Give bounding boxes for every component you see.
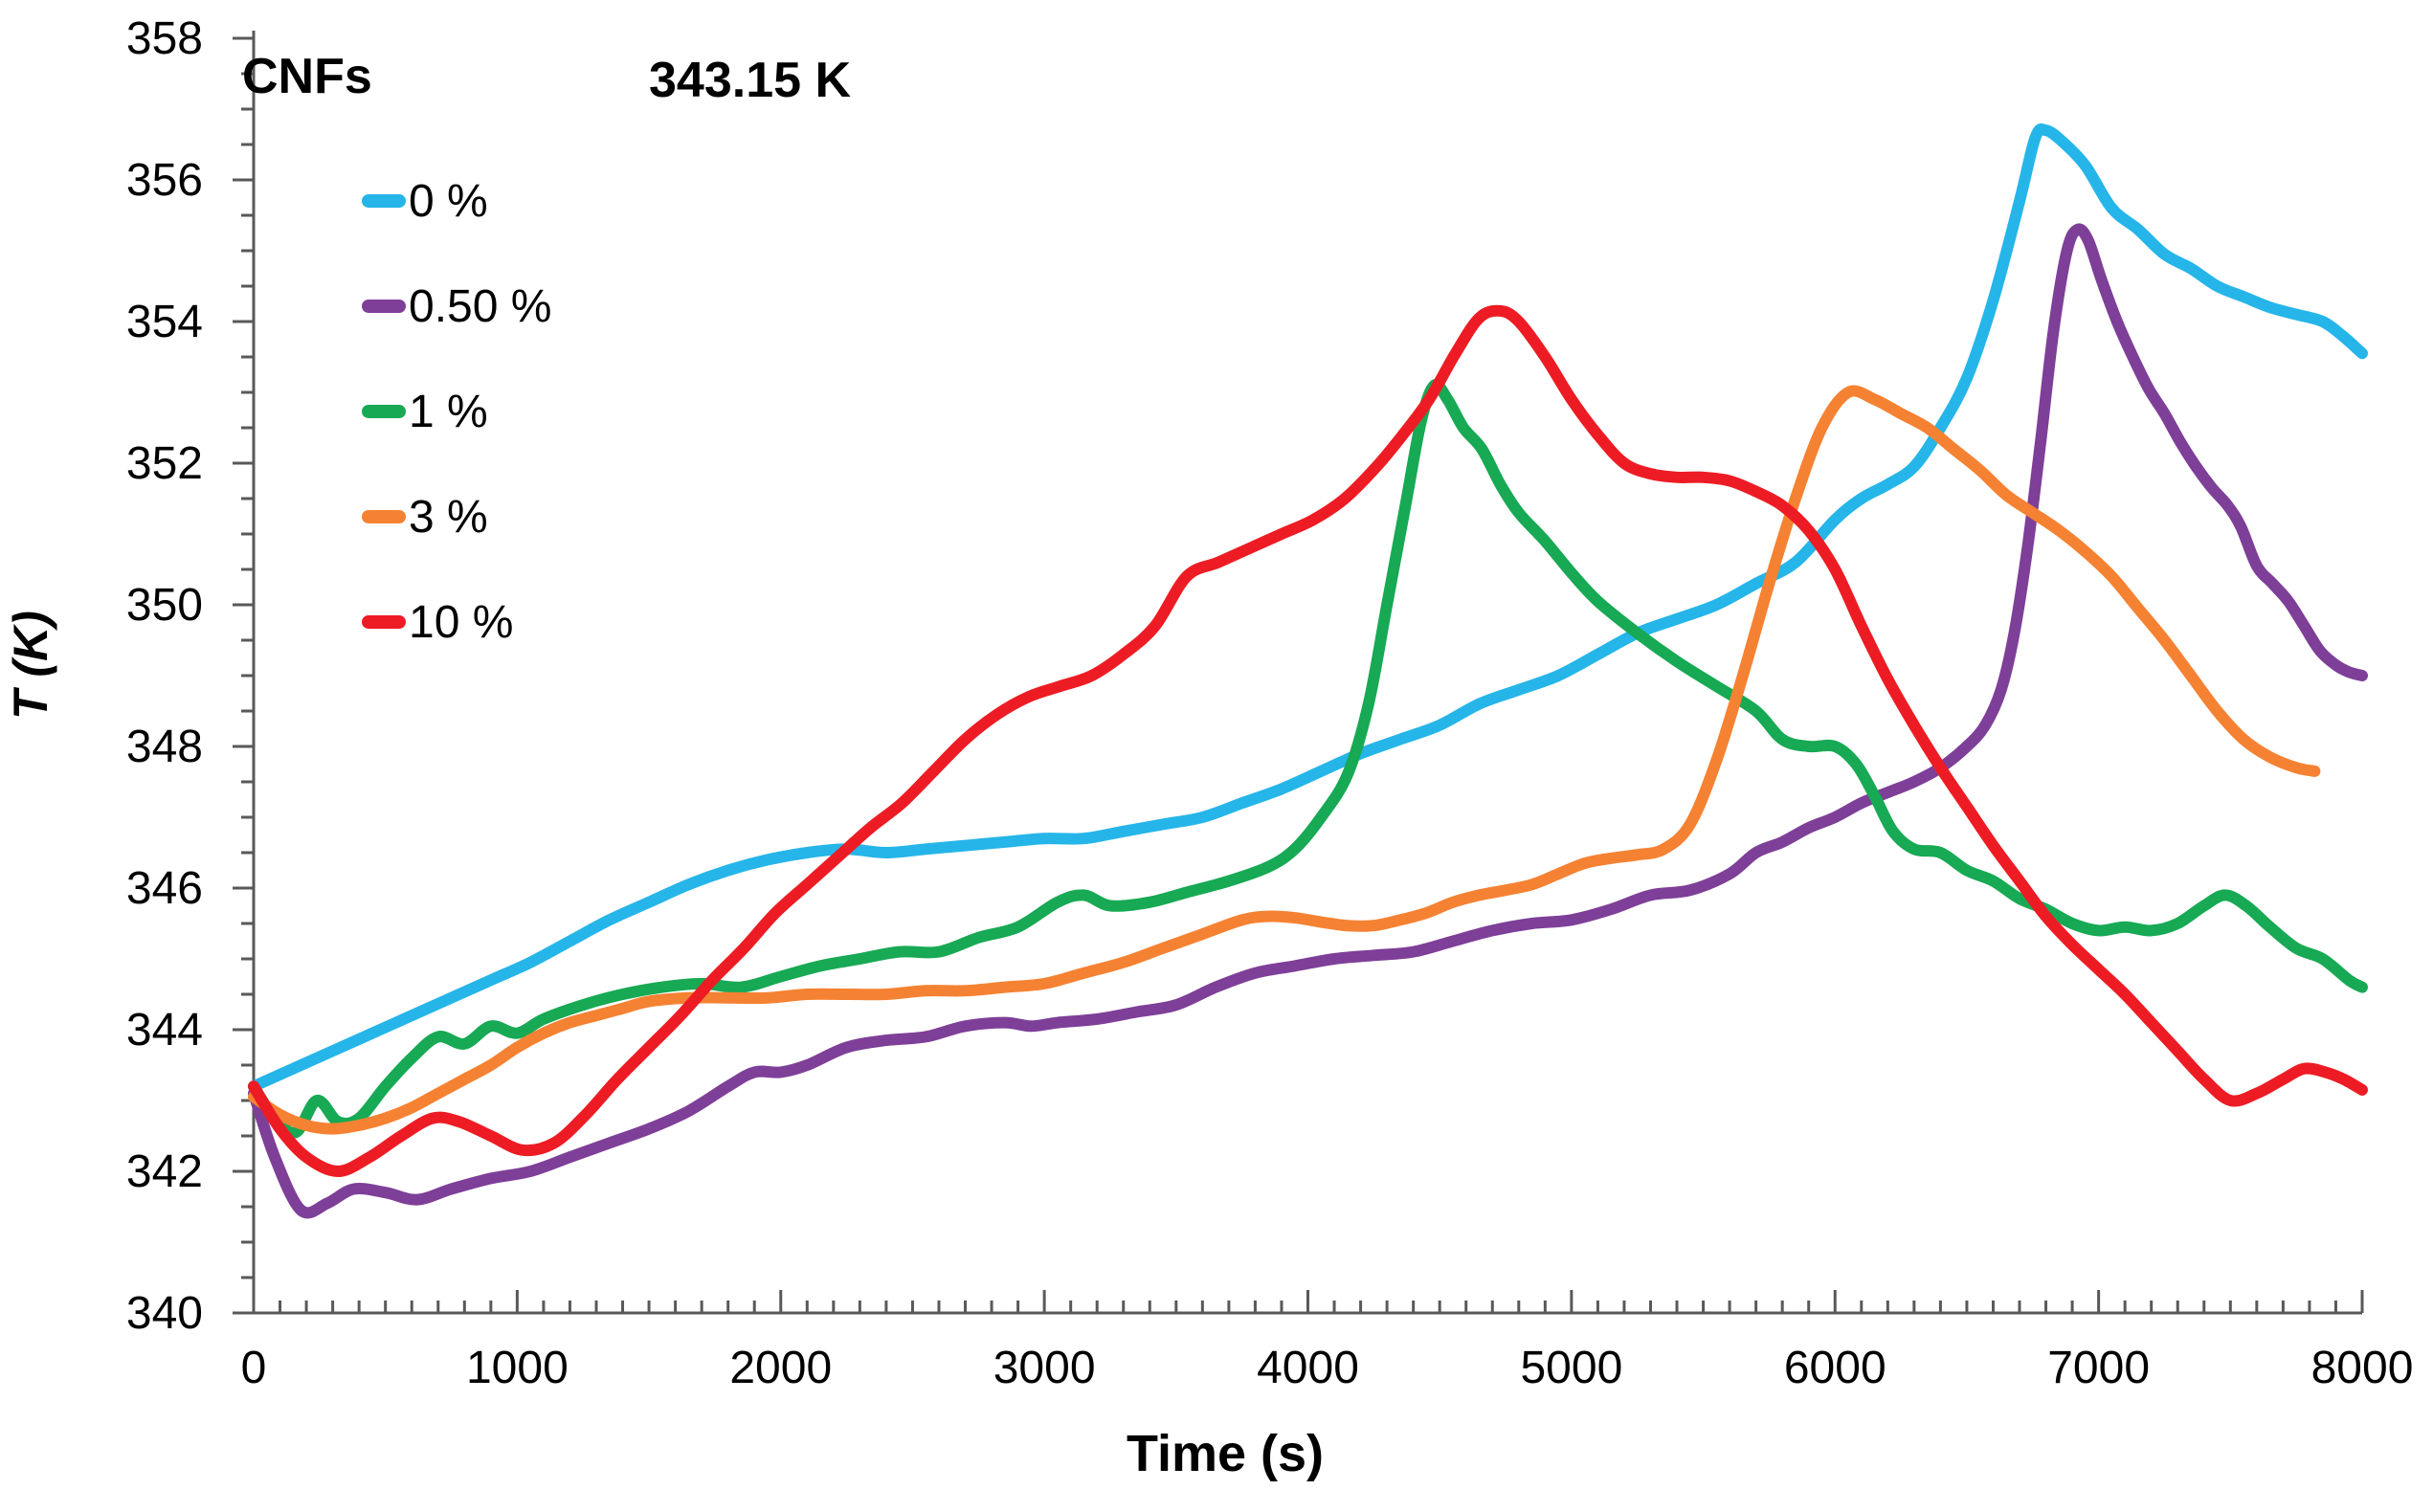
legend-item-3%: 3 % — [362, 464, 551, 569]
x-tick-label: 5000 — [1520, 1343, 1622, 1393]
legend-item-1%: 1 % — [362, 359, 551, 464]
legend-label: 0.50 % — [409, 280, 552, 332]
x-tick-label: 8000 — [2311, 1343, 2414, 1393]
legend-title: CNFs — [242, 49, 372, 104]
y-tick-label: 340 — [126, 1288, 203, 1339]
y-tick-label: 356 — [126, 155, 203, 206]
y-tick-label: 352 — [126, 438, 203, 489]
y-tick-label: 350 — [126, 580, 203, 631]
y-tick-label: 344 — [126, 1005, 203, 1056]
y-tick-label: 348 — [126, 722, 203, 772]
y-tick-label: 342 — [126, 1146, 203, 1197]
x-tick-label: 6000 — [1784, 1343, 1886, 1393]
legend-swatch-icon — [362, 405, 406, 418]
series-line-10% — [248, 304, 2368, 1177]
temperature-annotation: 343.15 K — [649, 53, 852, 108]
y-axis-title: T (K) — [4, 611, 57, 720]
legend-swatch-icon — [362, 194, 406, 208]
x-tick-label: 7000 — [2047, 1343, 2150, 1393]
x-tick-label: 4000 — [1257, 1343, 1359, 1393]
legend-label: 0 % — [409, 175, 488, 227]
x-tick-label: 0 — [241, 1343, 267, 1393]
legend-label: 1 % — [409, 386, 488, 437]
y-tick-label: 358 — [126, 13, 203, 64]
series-line-3% — [248, 385, 2321, 1135]
legend: 0 % 0.50 % 1 % 3 % 10 % — [362, 148, 551, 675]
series-line-0% — [248, 123, 2368, 1093]
legend-swatch-icon — [362, 300, 406, 313]
legend-item-0.50%: 0.50 % — [362, 254, 551, 359]
legend-label: 10 % — [409, 596, 514, 648]
x-axis-title: Time (s) — [1126, 1425, 1325, 1482]
x-tick-label: 3000 — [993, 1343, 1096, 1393]
x-tick-label: 2000 — [729, 1343, 832, 1393]
legend-label: 3 % — [409, 491, 488, 543]
y-tick-label: 346 — [126, 863, 203, 914]
x-tick-label: 1000 — [466, 1343, 569, 1393]
legend-swatch-icon — [362, 615, 406, 629]
legend-item-0%: 0 % — [362, 148, 551, 254]
legend-item-10%: 10 % — [362, 569, 551, 675]
y-tick-label: 354 — [126, 297, 203, 347]
series-line-0.50% — [248, 223, 2368, 1219]
legend-swatch-icon — [362, 510, 406, 523]
